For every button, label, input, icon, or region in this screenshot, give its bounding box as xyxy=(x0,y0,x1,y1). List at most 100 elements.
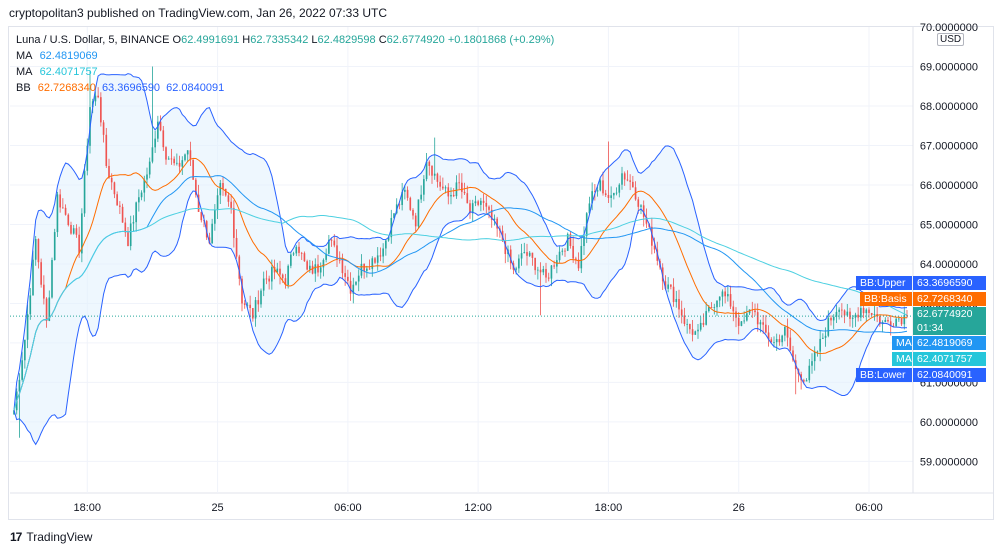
candle-body xyxy=(740,321,743,326)
candle-body xyxy=(748,309,751,314)
legend-ma1-row[interactable]: MA 62.4819069 xyxy=(16,48,554,64)
candle xyxy=(732,300,735,322)
candle xyxy=(849,307,851,327)
candle-body xyxy=(786,326,789,338)
candle xyxy=(181,156,184,175)
chart-legend: Luna / U.S. Dollar, 5, BINANCE O62.49916… xyxy=(16,32,554,96)
candle xyxy=(895,317,897,328)
candle-body xyxy=(528,252,531,256)
candle-body xyxy=(770,339,773,343)
ma2-tag-value: 62.4071757 xyxy=(913,352,986,366)
candle-body xyxy=(319,267,322,273)
candle-body xyxy=(81,213,83,254)
legend-ma2-row[interactable]: MA 62.4071757 xyxy=(16,64,554,80)
candle xyxy=(178,155,181,173)
candle-body xyxy=(13,410,15,415)
candle-body xyxy=(651,226,653,246)
candle-body xyxy=(116,194,118,206)
candle xyxy=(439,175,441,191)
candle-body xyxy=(784,326,786,336)
candle xyxy=(523,242,526,254)
candle-body xyxy=(146,174,148,180)
candle-body xyxy=(341,260,344,274)
candle xyxy=(159,115,162,132)
symbol-name[interactable]: Luna / U.S. Dollar, 5, BINANCE xyxy=(16,34,170,46)
candle xyxy=(740,321,743,327)
candle-body xyxy=(637,199,640,207)
candle-body xyxy=(433,173,436,176)
candle-body xyxy=(311,265,314,274)
candle-body xyxy=(78,234,80,254)
candle xyxy=(786,318,789,347)
candle xyxy=(558,246,561,263)
candle xyxy=(382,243,384,264)
candle-body xyxy=(257,300,260,305)
candle-body xyxy=(518,258,520,269)
candle xyxy=(298,242,300,257)
tradingview-footer[interactable]: 17 TradingView xyxy=(10,530,92,544)
candle xyxy=(241,275,243,312)
candle-body xyxy=(575,258,577,260)
candle-body xyxy=(292,253,295,255)
candle xyxy=(211,218,213,244)
candle-body xyxy=(862,307,865,314)
candle xyxy=(477,199,479,207)
candle-body xyxy=(100,97,102,123)
candle-body xyxy=(490,209,493,220)
candle xyxy=(580,236,583,274)
candle xyxy=(564,248,566,257)
high-value: 62.7335342 xyxy=(250,34,309,46)
currency-badge[interactable]: USD xyxy=(937,33,965,46)
candle xyxy=(227,192,230,207)
y-tick-label: 70.0000000 xyxy=(920,22,978,34)
candle-body xyxy=(708,307,710,312)
candle-body xyxy=(24,339,26,361)
candle xyxy=(97,87,99,99)
candle xyxy=(724,287,726,304)
candle xyxy=(64,204,67,216)
candle-body xyxy=(898,318,900,320)
candle-body xyxy=(243,303,246,305)
open-value: 62.4991691 xyxy=(181,34,240,46)
candle-body xyxy=(857,314,859,318)
candle xyxy=(51,257,53,299)
low-value: 62.4829598 xyxy=(317,34,376,46)
candle-body xyxy=(444,187,447,189)
candle xyxy=(710,302,713,308)
candle xyxy=(857,307,859,322)
candle xyxy=(124,217,127,237)
candle-body xyxy=(835,311,838,317)
candle-body xyxy=(40,262,42,285)
candle-body xyxy=(602,180,604,194)
bb-lower-value: 62.0840091 xyxy=(166,82,225,94)
candle xyxy=(841,303,843,318)
candle xyxy=(121,203,124,223)
candle xyxy=(808,359,811,383)
high-label: H xyxy=(242,34,251,46)
candle-body xyxy=(368,268,371,270)
ma2-line xyxy=(13,208,908,411)
candle xyxy=(537,266,539,280)
candle-body xyxy=(230,201,232,208)
candle-body xyxy=(211,223,213,244)
candle-body xyxy=(110,177,113,183)
candle-body xyxy=(458,182,460,184)
candle xyxy=(116,191,118,206)
candle xyxy=(420,185,422,203)
candle-body xyxy=(759,322,762,325)
candle-body xyxy=(819,338,821,352)
candle xyxy=(349,272,352,301)
legend-bb-row[interactable]: BB 62.7268340 63.3696590 62.0840091 xyxy=(16,80,554,96)
candle xyxy=(689,323,691,334)
candle-body xyxy=(262,278,265,291)
chart-grid xyxy=(10,27,994,494)
candle-body xyxy=(436,173,439,182)
candle xyxy=(433,137,436,180)
candle xyxy=(319,262,322,279)
candle-body xyxy=(224,188,227,196)
candle xyxy=(480,197,482,212)
candle xyxy=(317,254,319,277)
price-axis: 70.0000000 69.0000000 68.0000000 67.0000000… xyxy=(920,22,978,468)
candle-body xyxy=(300,252,303,254)
candle-body xyxy=(374,258,376,263)
